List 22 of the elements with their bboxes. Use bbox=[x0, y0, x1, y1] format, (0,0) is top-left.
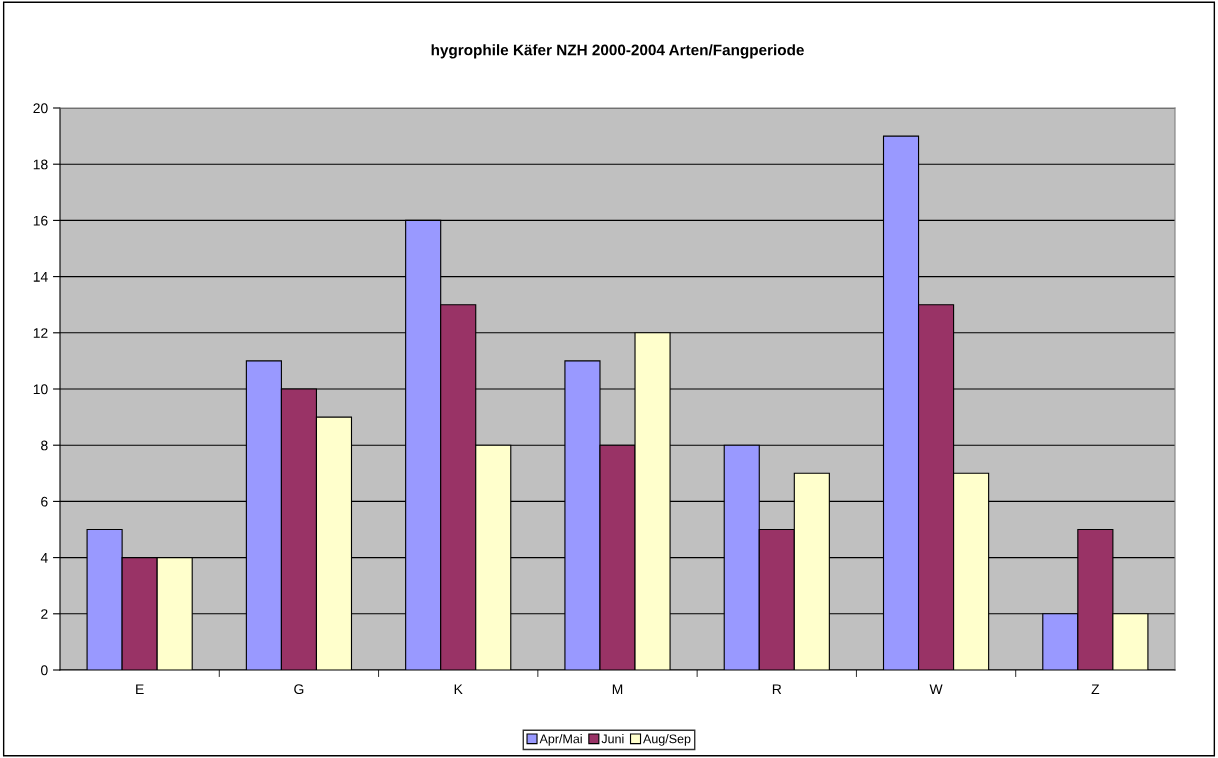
y-tick-label: 10 bbox=[33, 384, 48, 395]
y-tick-label: 4 bbox=[40, 553, 48, 563]
y-tick-label: 14 bbox=[33, 272, 48, 282]
y-tick-label: 8 bbox=[41, 440, 48, 451]
chart-title: hygrophile Käfer NZH 2000-2004 Arten/Fangperiode bbox=[431, 44, 804, 59]
y-tick-label: 16 bbox=[33, 215, 48, 226]
y-tick-label: 12 bbox=[33, 328, 48, 338]
legend-label: Apr/Mai bbox=[539, 734, 582, 746]
y-tick-label: 6 bbox=[41, 496, 48, 507]
x-tick-label: M bbox=[612, 684, 623, 694]
legend-label: Aug/Sep bbox=[643, 734, 691, 746]
y-tick-label: 2 bbox=[41, 609, 48, 619]
y-tick-label: 20 bbox=[33, 103, 48, 114]
x-tick-label: W bbox=[929, 684, 943, 694]
x-tick-label: K bbox=[454, 684, 463, 694]
x-tick-label: G bbox=[294, 684, 304, 695]
x-tick-label: Z bbox=[1091, 684, 1100, 694]
legend-label: Juni bbox=[601, 734, 624, 744]
x-tick-label: R bbox=[772, 684, 782, 694]
y-tick-label: 0 bbox=[41, 665, 48, 676]
x-tick-label: E bbox=[136, 684, 144, 694]
y-tick-label: 18 bbox=[33, 159, 48, 170]
